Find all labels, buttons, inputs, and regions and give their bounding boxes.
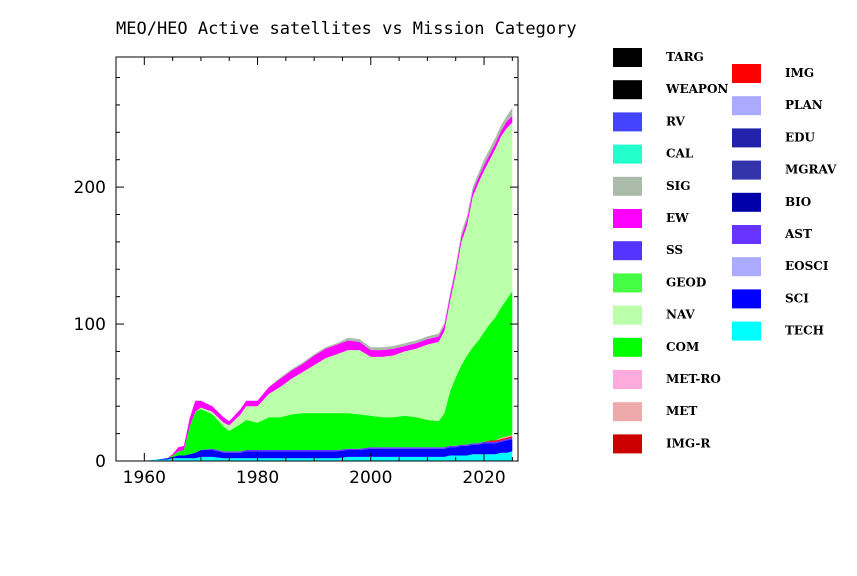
legend-swatch-tech	[732, 321, 761, 341]
legend-swatch-geod	[613, 273, 642, 293]
legend-label-eosci: EOSCI	[785, 259, 829, 273]
legend-swatch-sig	[613, 176, 642, 196]
x-tick-label: 1980	[236, 468, 279, 488]
legend-swatch-targ	[613, 48, 642, 67]
legend-swatch-sci	[732, 289, 761, 309]
x-tick-label: 1960	[123, 468, 166, 488]
legend-swatch-met-ro	[613, 370, 642, 389]
legend-label-plan: PLAN	[785, 98, 823, 112]
axis-ticks: 1960 1980 2000 2020 0 100 200	[74, 57, 518, 488]
legend-swatch-nav	[613, 305, 642, 325]
legend-swatch-ss	[613, 241, 642, 261]
legend-label-tech: TECH	[785, 324, 824, 338]
legend-swatch-img	[732, 64, 761, 83]
legend-label-ss: SS	[666, 243, 683, 257]
legend-label-cal: CAL	[666, 147, 694, 161]
legend-swatch-edu	[732, 128, 761, 148]
legend-swatch-rv	[613, 112, 642, 132]
y-tick-label: 100	[74, 315, 106, 335]
area-sci	[127, 439, 513, 461]
legend-swatch-bio	[732, 192, 761, 212]
legend-label-img-r: IMG-R	[666, 436, 711, 450]
legend-label-targ: TARG	[666, 50, 704, 64]
legend-label-mgrav: MGRAV	[785, 163, 837, 177]
legend-swatch-com	[613, 337, 642, 357]
legend-label-geod: GEOD	[666, 275, 706, 289]
legend-label-sig: SIG	[666, 179, 691, 193]
legend-label-edu: EDU	[785, 130, 816, 144]
stacked-areas	[127, 107, 513, 462]
legend: TARG WEAPON RV CAL SIG EW SS GEOD NAV COM MET-RO ME…	[613, 48, 837, 454]
legend-label-met: MET	[666, 404, 697, 418]
y-tick-label: 0	[95, 452, 106, 472]
legend-label-bio: BIO	[785, 195, 811, 209]
legend-label-ast: AST	[784, 227, 812, 241]
legend-label-weapon: WEAPON	[665, 82, 728, 96]
legend-swatch-met	[613, 402, 642, 422]
legend-label-nav: NAV	[666, 308, 695, 322]
legend-label-sci: SCI	[785, 291, 809, 305]
x-tick-label: 2000	[349, 468, 392, 488]
legend-swatch-eosci	[732, 257, 761, 277]
plot-frame	[115, 56, 519, 462]
legend-swatch-mgrav	[732, 160, 761, 180]
legend-label-met-ro: MET-RO	[666, 372, 721, 386]
legend-label-com: COM	[666, 340, 699, 354]
area-tech	[127, 451, 513, 461]
legend-swatch-cal	[613, 144, 642, 164]
legend-swatch-plan	[732, 96, 761, 116]
legend-swatch-ast	[732, 225, 761, 244]
legend-label-rv: RV	[666, 114, 686, 128]
legend-swatch-weapon	[613, 80, 642, 100]
x-tick-label: 2020	[462, 468, 505, 488]
legend-swatch-img-r	[613, 434, 642, 454]
area-nav	[127, 122, 513, 461]
legend-label-img: IMG	[785, 66, 814, 80]
y-tick-label: 200	[74, 178, 106, 198]
legend-label-ew: EW	[666, 211, 689, 225]
area-com	[127, 291, 513, 461]
legend-swatch-ew	[613, 209, 642, 228]
chart-title: MEO/HEO Active satellites vs Mission Cat…	[116, 19, 577, 39]
